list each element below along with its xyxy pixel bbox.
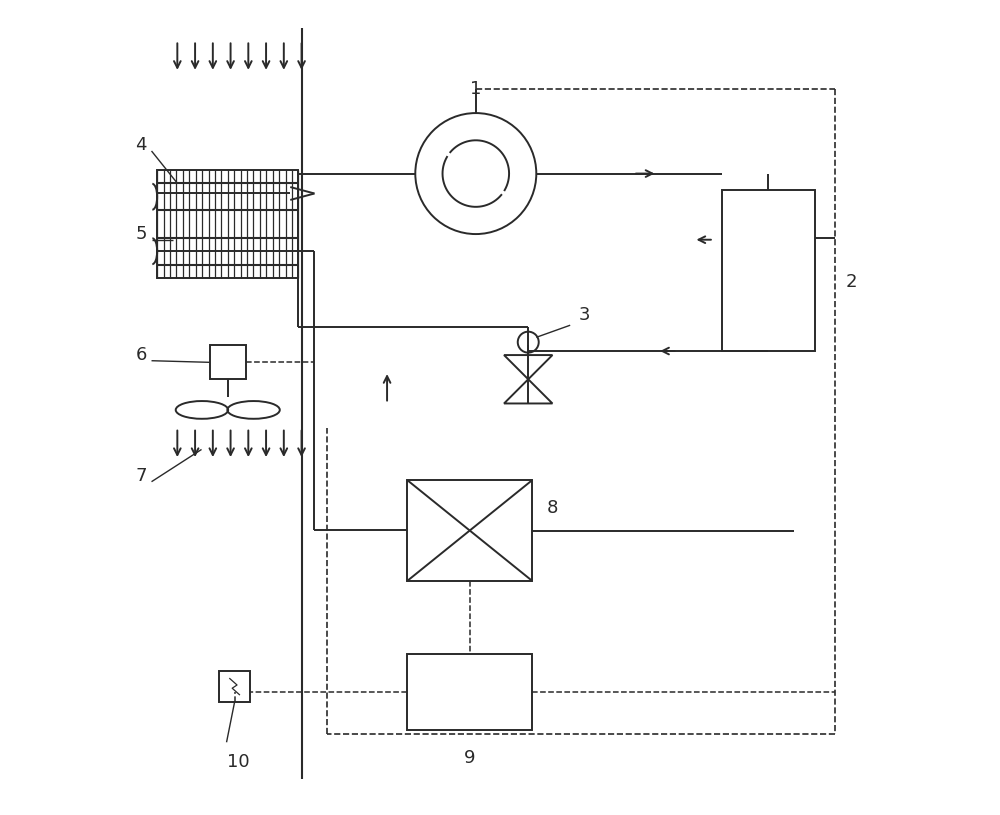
Bar xyxy=(722,190,815,351)
Text: 6: 6 xyxy=(135,346,147,364)
Text: 7: 7 xyxy=(135,467,147,485)
Bar xyxy=(157,170,298,279)
Bar xyxy=(407,480,532,581)
Text: 5: 5 xyxy=(135,225,147,243)
Text: 4: 4 xyxy=(135,136,147,154)
Text: 10: 10 xyxy=(227,753,249,772)
Bar xyxy=(219,672,250,702)
Text: 9: 9 xyxy=(464,750,475,768)
Bar xyxy=(407,654,532,730)
Text: 8: 8 xyxy=(547,500,558,518)
Text: 1: 1 xyxy=(470,80,481,98)
Text: 3: 3 xyxy=(579,306,590,324)
Bar xyxy=(210,346,246,379)
Text: 2: 2 xyxy=(845,274,857,292)
